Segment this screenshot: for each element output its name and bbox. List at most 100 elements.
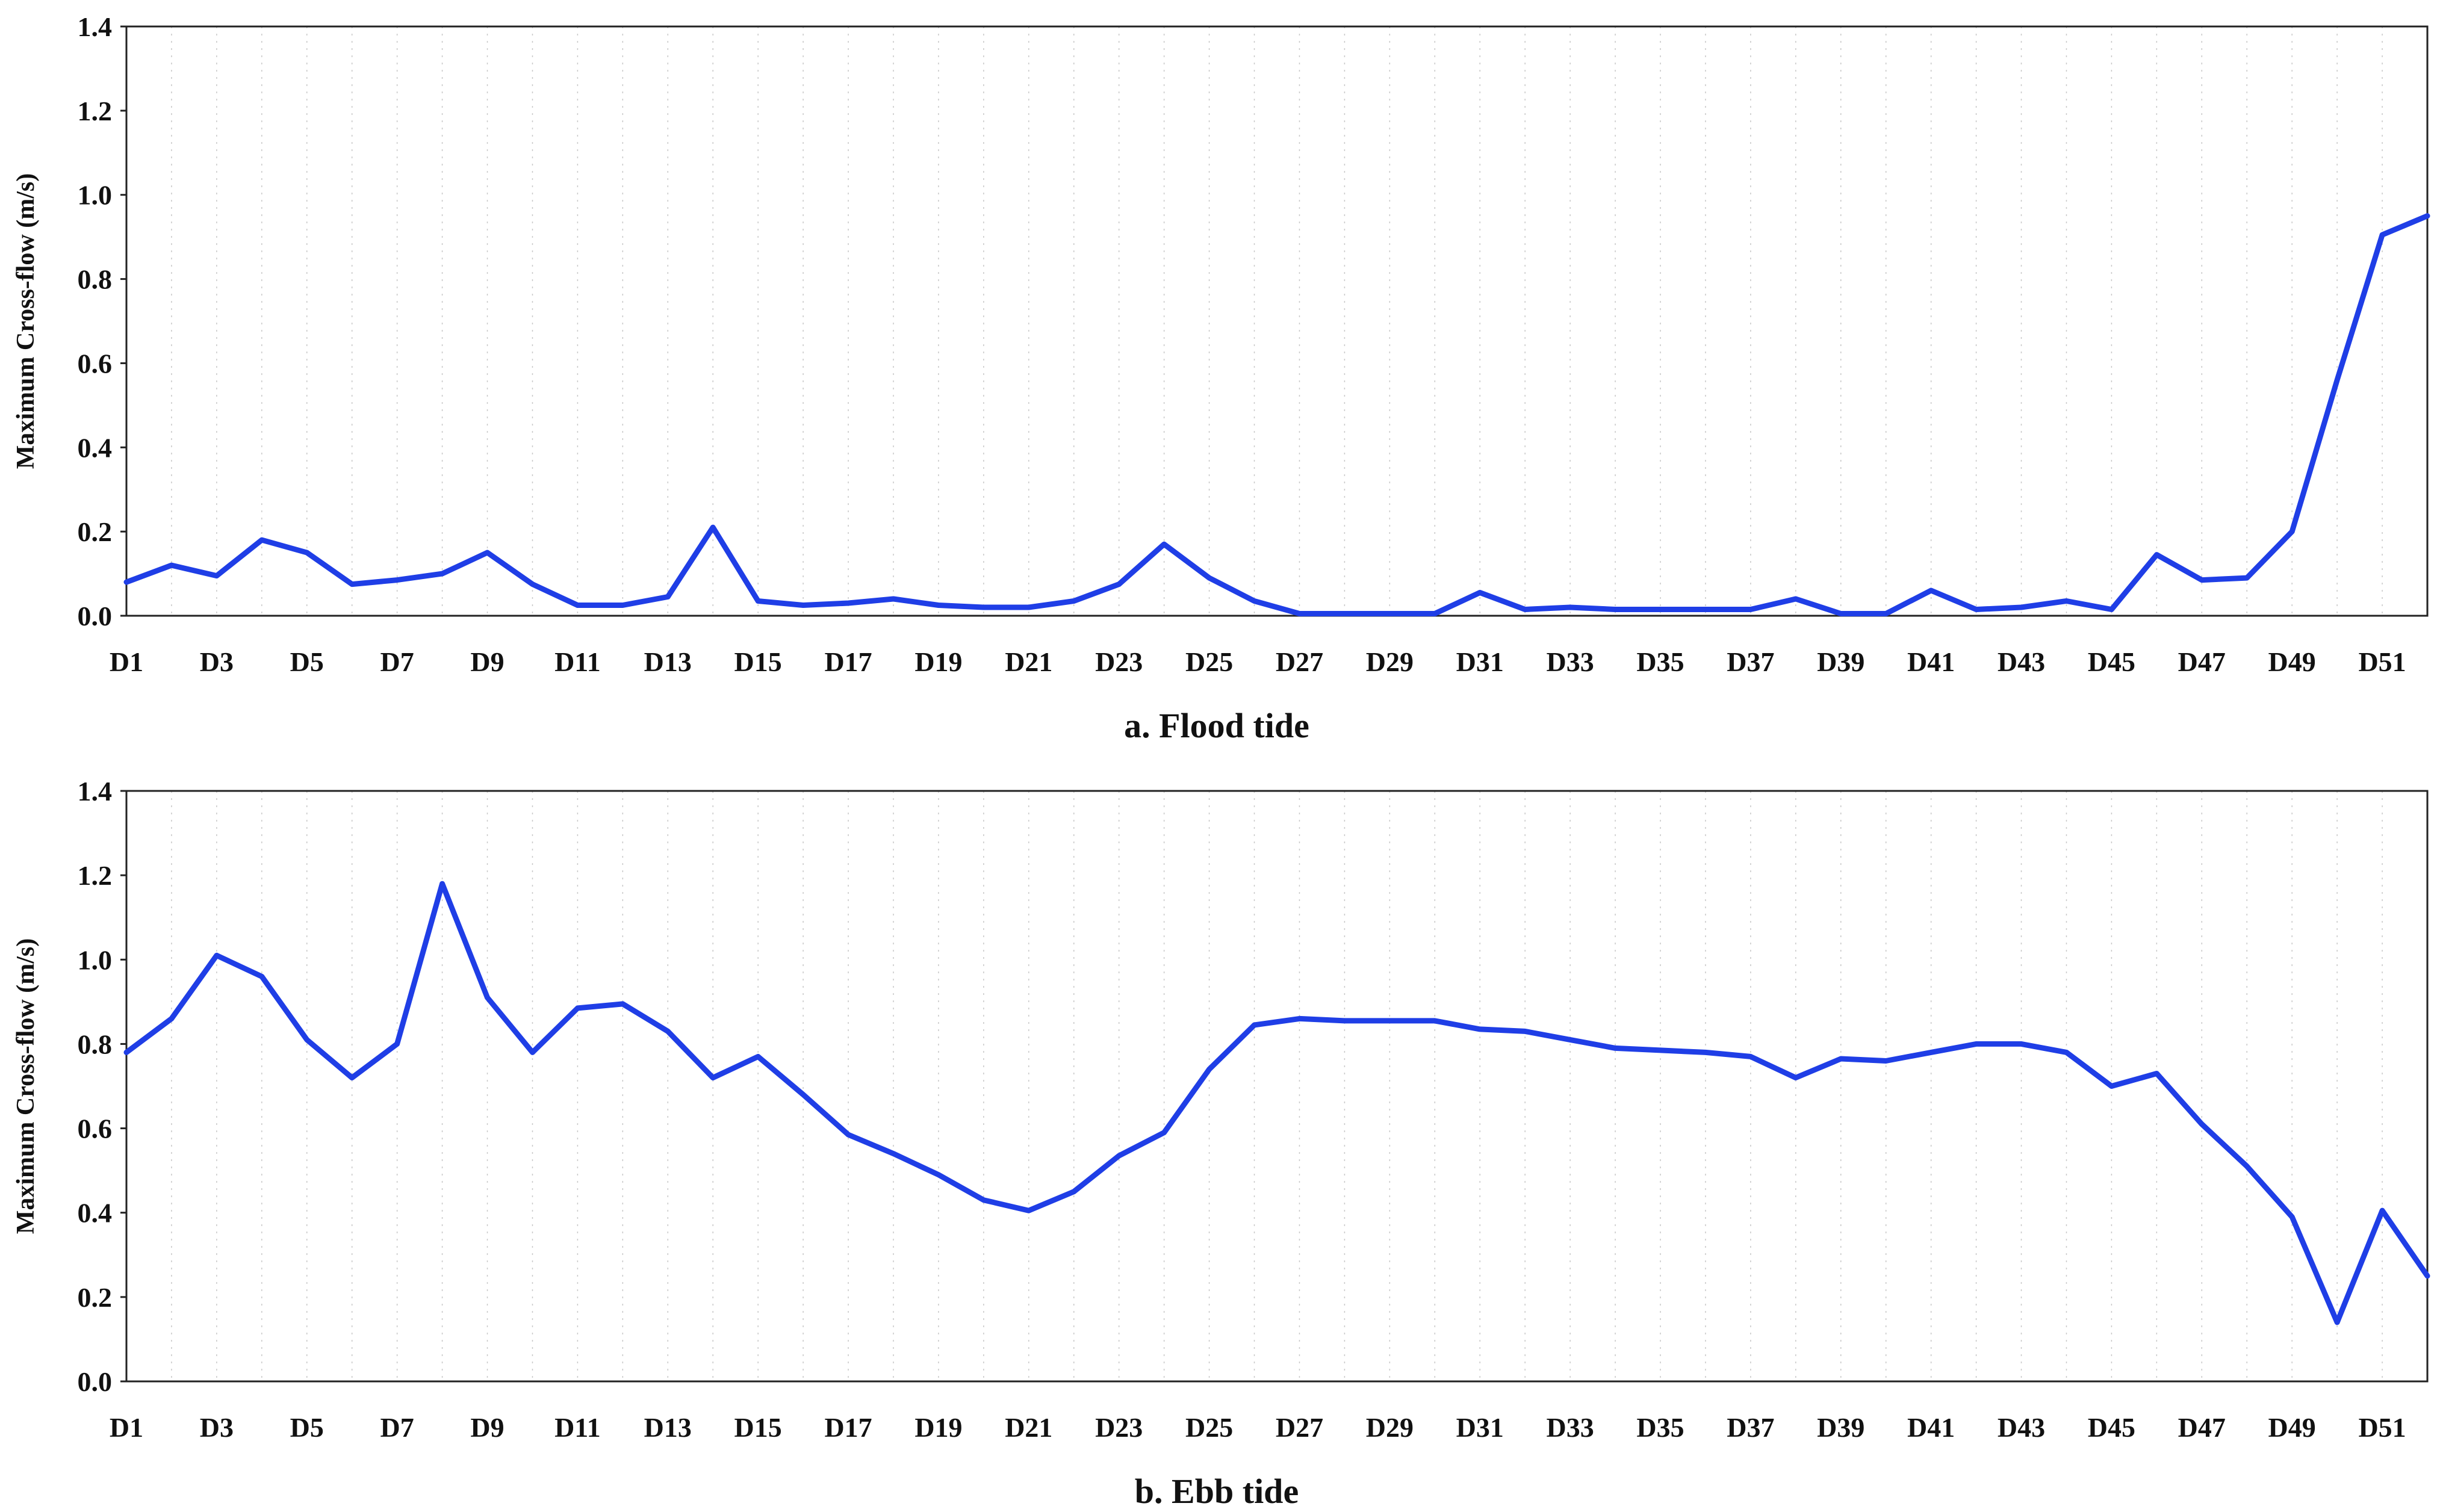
- ebb-x-tick-label: D9: [470, 1412, 504, 1443]
- ebb-data-point-D22: [1072, 1189, 1076, 1194]
- flood-data-point-D5: [305, 550, 309, 555]
- ebb-data-point-D31: [1477, 1027, 1482, 1032]
- ebb-x-tick-label: D47: [2178, 1412, 2226, 1443]
- flood-x-tick-label: D25: [1185, 646, 1233, 677]
- ebb-x-tick-label: D31: [1456, 1412, 1504, 1443]
- flood-data-point-D36: [1703, 607, 1708, 612]
- flood-x-tick-label: D9: [470, 646, 504, 677]
- flood-x-tick-label: D29: [1366, 646, 1414, 677]
- flood-x-tick-label: D11: [554, 646, 601, 677]
- ebb-data-point-D2: [169, 1016, 174, 1021]
- flood-data-point-D17: [846, 601, 851, 606]
- ebb-x-tick-label: D27: [1276, 1412, 1323, 1443]
- ebb-x-tick-label: D33: [1547, 1412, 1594, 1443]
- ebb-data-point-D51: [2380, 1208, 2385, 1213]
- flood-data-point-D39: [1839, 612, 1843, 616]
- ebb-data-point-D4: [259, 974, 264, 979]
- ebb-data-point-D44: [2064, 1050, 2069, 1055]
- ebb-data-point-D30: [1432, 1018, 1437, 1023]
- flood-x-tick-label: D1: [110, 646, 143, 677]
- flood-data-point-D18: [891, 596, 896, 601]
- flood-x-tick-label: D3: [200, 646, 234, 677]
- flood-data-point-D4: [259, 538, 264, 542]
- flood-x-tick-label: D31: [1456, 646, 1504, 677]
- flood-x-tick-label: D35: [1636, 646, 1684, 677]
- ebb-x-tick-label: D5: [290, 1412, 324, 1443]
- flood-data-point-D9: [485, 550, 490, 555]
- ebb-data-point-D27: [1297, 1016, 1302, 1021]
- ebb-x-tick-label: D15: [734, 1412, 782, 1443]
- ebb-data-point-D15: [756, 1054, 760, 1059]
- flood-data-point-D6: [350, 582, 355, 587]
- ebb-x-tick-label: D13: [644, 1412, 692, 1443]
- flood-data-point-D48: [2244, 575, 2249, 580]
- ebb-series-line: [123, 881, 2430, 1325]
- ebb-data-point-D41: [1929, 1050, 1934, 1055]
- flood-data-point-D41: [1929, 588, 1934, 593]
- flood-data-point-D24: [1162, 542, 1167, 547]
- ebb-x-tick-label: D41: [1907, 1412, 1955, 1443]
- flood-tide-panel: 0.0 0.2 0.4 0.6 0.8 1.0 1.2 1.4 D1 D3 D5 D7 D9 D11 D13…: [12, 11, 2430, 745]
- ebb-x-tick-label: D7: [380, 1412, 414, 1443]
- ebb-data-point-D32: [1523, 1029, 1527, 1033]
- ebb-data-point-D7: [395, 1041, 400, 1046]
- ebb-x-tick-label: D11: [554, 1412, 601, 1443]
- flood-data-point-D22: [1072, 599, 1076, 604]
- flood-x-tick-label: D23: [1095, 646, 1143, 677]
- flood-data-point-D10: [530, 582, 535, 587]
- flood-data-point-D43: [2019, 605, 2024, 610]
- ebb-data-point-D19: [936, 1173, 941, 1177]
- ebb-data-point-D33: [1568, 1037, 1572, 1042]
- ebb-data-point-D6: [350, 1075, 355, 1080]
- flood-x-tick-label: D13: [644, 646, 692, 677]
- flood-data-point-D32: [1523, 607, 1527, 612]
- ebb-data-point-D35: [1658, 1048, 1663, 1053]
- ebb-y-tick-label: 1.4: [78, 776, 113, 807]
- flood-y-tick-label: 1.4: [78, 11, 113, 42]
- ebb-data-point-D52: [2425, 1274, 2430, 1278]
- ebb-data-point-D21: [1026, 1208, 1031, 1213]
- flood-data-point-D52: [2425, 214, 2430, 218]
- flood-data-point-D1: [124, 580, 129, 584]
- ebb-tide-panel: 0.0 0.2 0.4 0.6 0.8 1.0 1.2 1.4 D1 D3 D5 D7 D9 D11 D13…: [12, 776, 2430, 1511]
- ebb-data-point-D12: [620, 1002, 625, 1006]
- ebb-x-tick-label: D45: [2088, 1412, 2135, 1443]
- ebb-data-point-D47: [2199, 1122, 2204, 1127]
- flood-data-point-D33: [1568, 605, 1572, 610]
- ebb-data-point-D46: [2154, 1071, 2159, 1076]
- flood-y-tick-label: 0.2: [78, 516, 113, 547]
- ebb-x-tick-label: D37: [1727, 1412, 1774, 1443]
- ebb-x-tick-label: D23: [1095, 1412, 1143, 1443]
- flood-x-tick-label: D41: [1907, 646, 1955, 677]
- flood-y-tick-label: 0.6: [78, 348, 113, 379]
- flood-data-point-D12: [620, 603, 625, 608]
- flood-x-tick-label: D27: [1276, 646, 1323, 677]
- ebb-x-tick-label: D21: [1005, 1412, 1052, 1443]
- flood-caption: a. Flood tide: [1124, 706, 1309, 745]
- flood-data-point-D44: [2064, 599, 2069, 604]
- flood-data-point-D26: [1252, 599, 1257, 604]
- ebb-data-point-D40: [1884, 1058, 1889, 1063]
- ebb-data-point-D13: [665, 1029, 670, 1033]
- flood-data-point-D16: [801, 603, 806, 608]
- flood-data-point-D23: [1117, 582, 1122, 587]
- ebb-plot-frame: [125, 790, 2429, 1383]
- ebb-data-point-D10: [530, 1050, 535, 1055]
- ebb-data-point-D45: [2109, 1084, 2114, 1089]
- flood-data-point-D21: [1026, 605, 1031, 610]
- ebb-data-point-D42: [1974, 1041, 1979, 1046]
- flood-y-tick-label: 1.2: [78, 96, 113, 126]
- ebb-caption: b. Ebb tide: [1135, 1472, 1299, 1511]
- ebb-data-point-D29: [1387, 1018, 1392, 1023]
- ebb-data-point-D39: [1839, 1056, 1843, 1061]
- flood-data-point-D15: [756, 599, 760, 604]
- flood-data-point-D45: [2109, 607, 2114, 612]
- flood-x-tick-label: D39: [1817, 646, 1864, 677]
- ebb-data-point-D1: [124, 1050, 129, 1055]
- flood-data-point-D3: [214, 574, 219, 578]
- flood-data-point-D7: [395, 578, 400, 583]
- ebb-data-point-D49: [2290, 1215, 2294, 1219]
- ebb-data-point-D3: [214, 953, 219, 958]
- ebb-data-point-D28: [1342, 1018, 1347, 1023]
- ebb-data-point-D16: [801, 1092, 806, 1097]
